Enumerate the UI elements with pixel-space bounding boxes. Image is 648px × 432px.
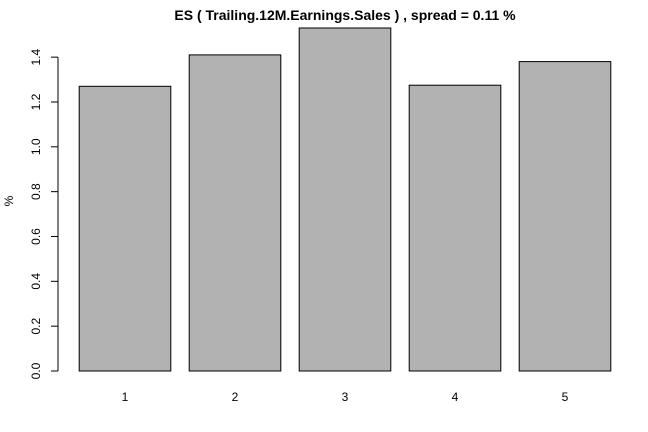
x-tick-label: 2 <box>232 390 239 404</box>
chart-title: ES ( Trailing.12M.Earnings.Sales ) , spr… <box>174 7 516 23</box>
y-tick-label: 0.2 <box>29 317 43 334</box>
y-axis: 0.0 0.2 0.4 0.6 0.8 1.0 1.2 1.4 <box>29 48 59 379</box>
bar <box>408 84 502 372</box>
bar <box>188 54 282 372</box>
bar <box>298 27 392 372</box>
x-tick-label: 4 <box>452 390 459 404</box>
y-tick-label: 1.0 <box>29 138 43 155</box>
bars <box>78 27 612 372</box>
y-tick-label: 1.4 <box>29 48 43 65</box>
y-tick-label: 0.0 <box>29 362 43 379</box>
y-axis-label: % <box>2 195 16 206</box>
y-tick-label: 1.2 <box>29 93 43 110</box>
x-tick-label: 1 <box>122 390 129 404</box>
bar <box>518 61 612 372</box>
y-tick-label: 0.8 <box>29 183 43 200</box>
x-tick-label: 5 <box>562 390 569 404</box>
y-tick-label: 0.4 <box>29 273 43 290</box>
x-tick-label: 3 <box>342 390 349 404</box>
x-axis-labels: 1 2 3 4 5 <box>122 390 569 404</box>
y-tick-label: 0.6 <box>29 228 43 245</box>
bar <box>78 85 172 372</box>
